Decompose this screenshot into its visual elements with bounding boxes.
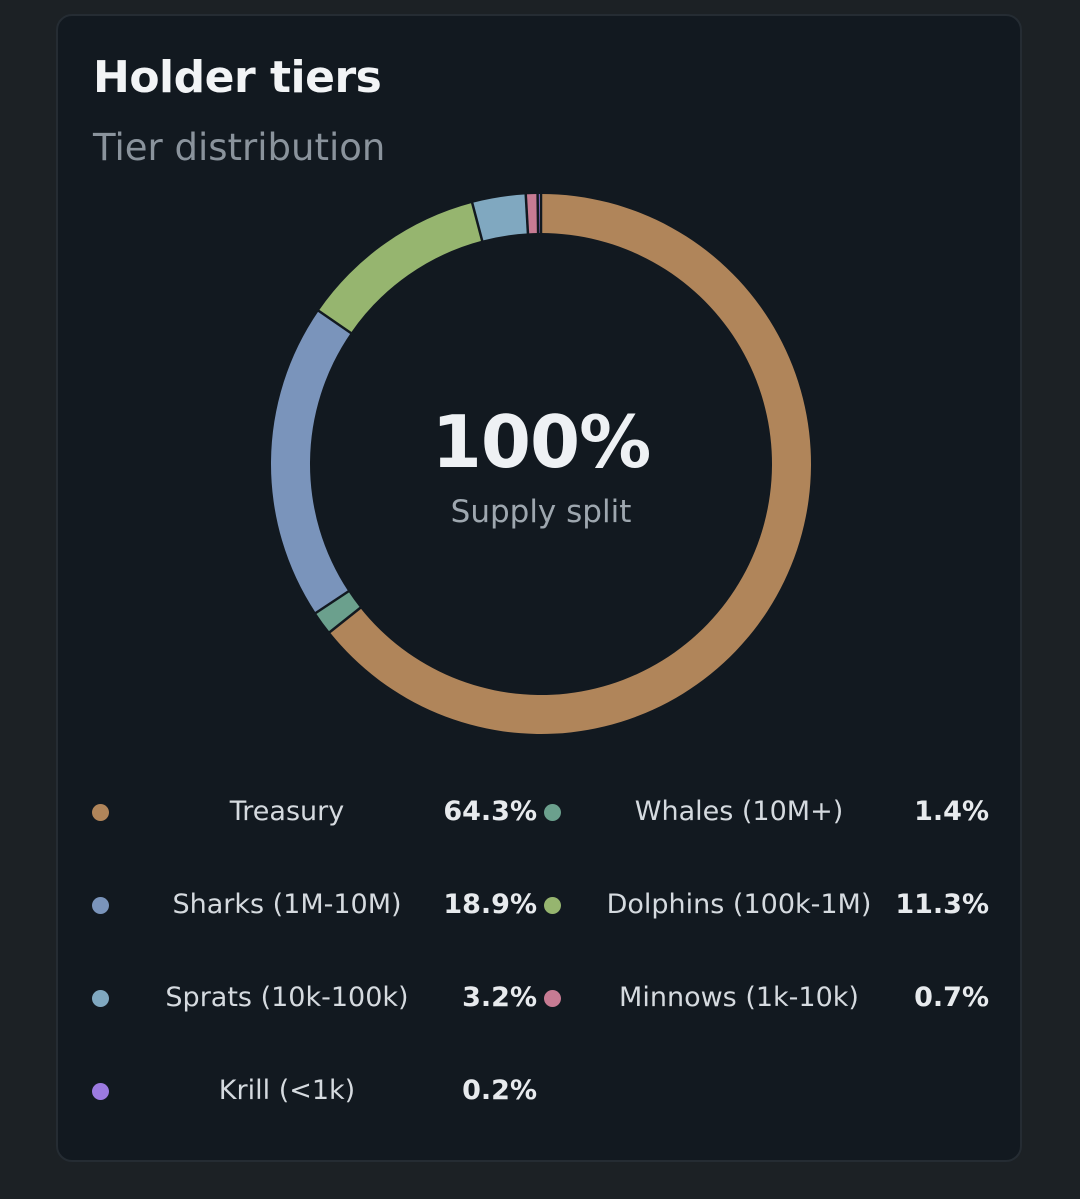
donut-center-label: Supply split: [450, 494, 632, 530]
legend-label: Whales (10M+): [634, 796, 844, 827]
legend-label: Minnows (1k-10k): [619, 982, 859, 1013]
card-title: Holder tiers: [93, 52, 382, 103]
legend-item-krill: Krill (<1k) 0.2%: [92, 1071, 537, 1111]
legend-item-dolphins: Dolphins (100k-1M) 11.3%: [544, 885, 989, 925]
donut-separator: [536, 193, 540, 235]
legend-dot: [544, 804, 561, 821]
legend-dot: [92, 804, 109, 821]
donut-slice-sharks: [270, 310, 351, 613]
donut-slice-sprats: [472, 194, 528, 241]
donut-chart: [270, 193, 811, 734]
donut-slice-dolphins: [318, 202, 483, 333]
donut-separator: [317, 309, 353, 335]
legend-value: 0.7%: [914, 982, 989, 1013]
donut-slice-whales: [315, 591, 361, 633]
donut-separator: [314, 589, 350, 615]
legend-dot: [92, 1083, 109, 1100]
card-subtitle: Tier distribution: [93, 126, 386, 169]
legend-dot: [544, 897, 561, 914]
legend-label: Sprats (10k-100k): [165, 982, 409, 1013]
legend-value: 64.3%: [443, 796, 537, 827]
holder-tiers-card: Holder tiers Tier distribution 100% Supp…: [56, 14, 1022, 1162]
donut-separator: [524, 193, 530, 235]
legend-label: Krill (<1k): [218, 1075, 356, 1106]
legend-item-sharks: Sharks (1M-10M) 18.9%: [92, 885, 537, 925]
legend-label: Treasury: [229, 796, 345, 827]
legend-value: 0.2%: [462, 1075, 537, 1106]
legend-dot: [92, 897, 109, 914]
legend-label: Sharks (1M-10M): [172, 889, 402, 920]
legend-dot: [92, 990, 109, 1007]
donut-center-value: 100%: [431, 400, 651, 484]
donut-separator: [328, 606, 362, 634]
legend-value: 1.4%: [914, 796, 989, 827]
legend-dot: [544, 990, 561, 1007]
legend-item-whales: Whales (10M+) 1.4%: [544, 792, 989, 832]
legend-item-minnows: Minnows (1k-10k) 0.7%: [544, 978, 989, 1018]
legend-value: 11.3%: [895, 889, 989, 920]
legend-value: 18.9%: [443, 889, 537, 920]
donut-slice-minnows: [525, 194, 539, 234]
donut-separator: [470, 201, 484, 242]
legend-value: 3.2%: [462, 982, 537, 1013]
legend-item-treasury: Treasury 64.3%: [92, 792, 537, 832]
legend-label: Dolphins (100k-1M): [606, 889, 872, 920]
legend-item-sprats: Sprats (10k-100k) 3.2%: [92, 978, 537, 1018]
